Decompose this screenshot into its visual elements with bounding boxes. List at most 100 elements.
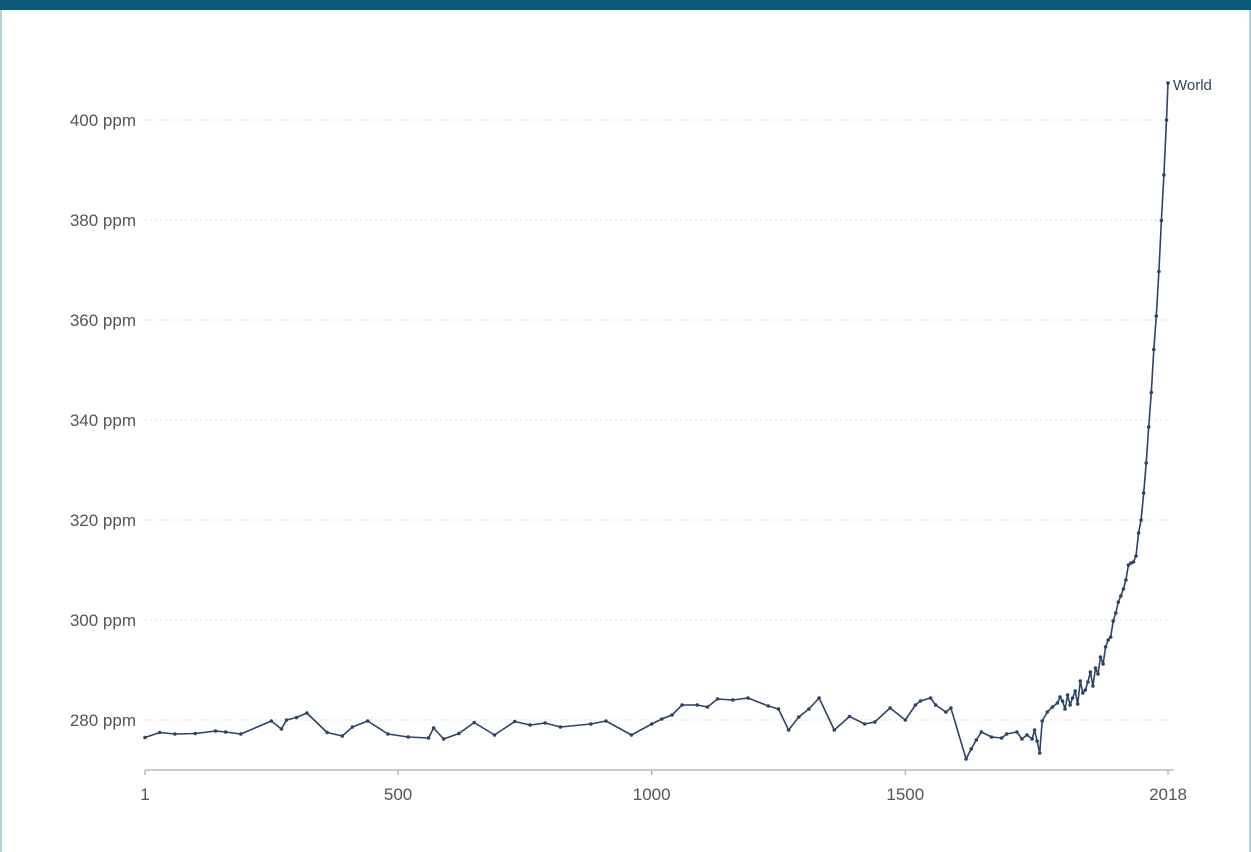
data-point <box>1093 666 1098 670</box>
data-point <box>1116 600 1121 604</box>
data-point <box>695 703 700 707</box>
data-point <box>903 718 908 722</box>
data-point <box>1060 699 1065 703</box>
data-point <box>964 757 968 761</box>
data-point <box>1144 461 1148 465</box>
data-point <box>1149 390 1154 395</box>
x-tick-label: 1 <box>140 785 149 804</box>
data-point <box>193 731 197 736</box>
data-point <box>325 730 329 735</box>
data-point <box>1154 314 1159 318</box>
data-point <box>1101 662 1105 666</box>
data-point <box>157 730 162 735</box>
x-tick-label: 1000 <box>633 785 671 804</box>
data-point <box>1083 688 1088 692</box>
data-point <box>1040 719 1044 723</box>
data-point <box>269 719 274 723</box>
data-point <box>1070 696 1075 700</box>
data-point <box>1124 578 1128 582</box>
data-point <box>832 728 837 732</box>
data-point <box>731 698 735 702</box>
data-point <box>1159 218 1164 223</box>
data-point <box>918 699 923 703</box>
x-tick-label: 2018 <box>1149 785 1187 804</box>
y-tick-label: 280 ppm <box>70 711 136 730</box>
data-point <box>239 732 243 736</box>
data-point <box>1136 531 1141 535</box>
data-point <box>1106 638 1110 642</box>
data-point <box>928 696 933 700</box>
y-tick-label: 320 ppm <box>70 511 136 530</box>
data-point <box>670 713 674 717</box>
x-tick-label: 1500 <box>886 785 924 804</box>
data-point <box>660 717 664 721</box>
x-axis-tick-labels: 1 500 1000 1500 2018 <box>140 785 1187 804</box>
data-point <box>279 727 284 731</box>
data-point <box>847 714 852 719</box>
data-point <box>1166 81 1170 85</box>
data-point <box>340 734 345 738</box>
data-point <box>406 735 411 739</box>
data-point <box>1045 710 1050 714</box>
data-point <box>1078 679 1083 683</box>
data-point <box>223 730 228 734</box>
data-point <box>284 718 289 722</box>
data-point <box>1162 173 1166 177</box>
data-point <box>1088 670 1093 674</box>
data-point <box>441 737 446 741</box>
data-point <box>604 719 608 723</box>
series-layer: World <box>143 77 1212 761</box>
data-point <box>365 719 370 723</box>
data-point <box>1108 635 1113 639</box>
data-point <box>1037 751 1042 755</box>
data-point <box>1126 563 1131 567</box>
data-point <box>680 703 684 707</box>
data-point <box>969 747 973 751</box>
data-point <box>1068 703 1072 707</box>
data-point <box>1055 701 1060 705</box>
data-point <box>629 733 634 737</box>
data-point <box>350 725 355 729</box>
x-tick-label: 500 <box>384 785 412 804</box>
data-point <box>1058 695 1062 699</box>
data-point <box>1131 560 1136 564</box>
data-point <box>944 710 948 714</box>
data-point <box>294 715 299 720</box>
data-point <box>431 726 436 730</box>
data-point <box>528 723 532 727</box>
data-point <box>786 728 791 732</box>
header-bar <box>0 0 1251 10</box>
data-point <box>472 720 477 725</box>
series-line-world <box>144 82 1169 760</box>
frame-border-right <box>1249 10 1251 852</box>
data-point <box>649 722 654 726</box>
data-point <box>1030 737 1034 741</box>
data-point <box>817 696 821 700</box>
data-point <box>426 736 431 740</box>
data-point <box>305 711 309 715</box>
series-label-world: World <box>1173 77 1212 94</box>
data-point <box>173 732 177 736</box>
data-point <box>1096 672 1100 676</box>
data-point <box>1103 645 1108 649</box>
y-tick-label: 300 ppm <box>70 611 136 630</box>
data-point <box>746 696 750 700</box>
data-point <box>1063 707 1067 711</box>
data-point <box>1164 118 1169 122</box>
data-point <box>797 715 801 719</box>
data-point <box>807 707 811 711</box>
data-point <box>1119 594 1123 598</box>
data-point <box>1134 554 1138 558</box>
y-tick-label: 380 ppm <box>70 211 136 230</box>
data-point <box>999 736 1004 740</box>
data-point <box>1081 691 1085 695</box>
data-point <box>1146 425 1151 429</box>
y-tick-label: 360 ppm <box>70 311 136 330</box>
data-point <box>512 719 517 724</box>
data-point <box>1032 728 1037 732</box>
y-tick-label: 400 ppm <box>70 111 136 130</box>
data-point <box>1157 269 1161 274</box>
data-point <box>933 703 938 707</box>
grid-lines <box>145 119 1168 721</box>
